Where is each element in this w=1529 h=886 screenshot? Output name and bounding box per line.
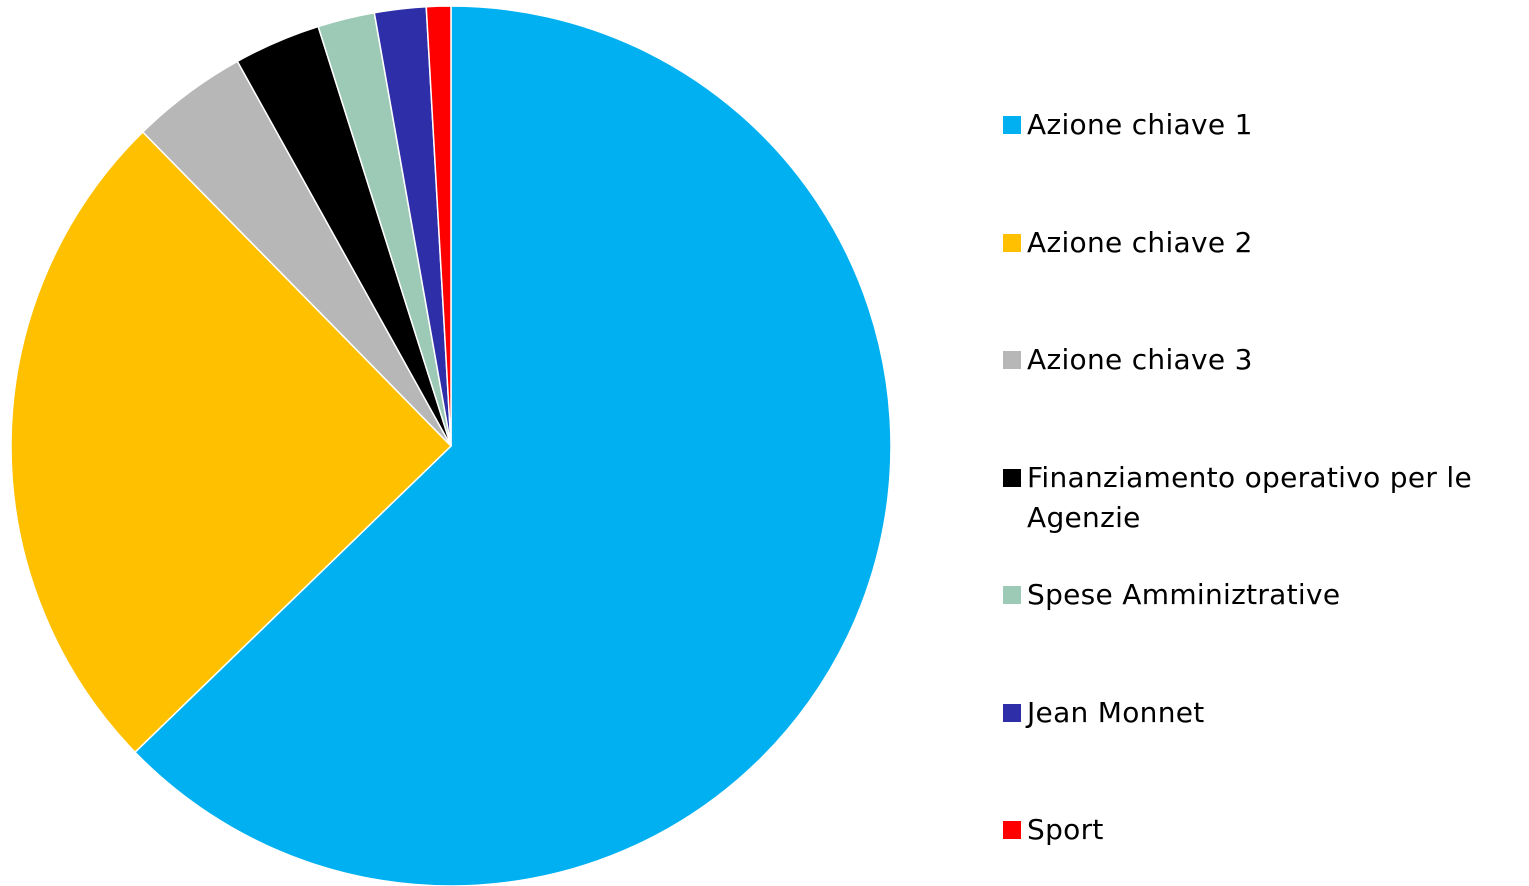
legend-label: Azione chiave 2 bbox=[1027, 225, 1253, 259]
legend-swatch bbox=[1003, 233, 1021, 252]
legend-item: Azione chiave 2 bbox=[1003, 223, 1523, 263]
legend-label: Azione chiave 3 bbox=[1027, 343, 1253, 376]
pie-slice-1 bbox=[133, 5, 892, 886]
legend-swatch bbox=[1003, 703, 1021, 722]
legend-swatch bbox=[1003, 468, 1021, 487]
legend-label: Finanziamento operativo per le Agenzie bbox=[1027, 460, 1472, 534]
legend-item: Sport bbox=[1003, 810, 1523, 850]
legend-swatch bbox=[1003, 351, 1021, 369]
legend-swatch bbox=[1003, 586, 1021, 604]
legend-item: Spese Amminiztrative bbox=[1003, 575, 1523, 615]
legend-swatch bbox=[1003, 116, 1021, 134]
legend-label: Sport bbox=[1027, 813, 1104, 846]
legend-label: Jean Monnet bbox=[1027, 695, 1205, 729]
legend-item: Azione chiave 1 bbox=[1003, 105, 1523, 145]
legend-item: Jean Monnet bbox=[1003, 693, 1523, 733]
pie-slice-2 bbox=[10, 130, 453, 754]
legend-label: Azione chiave 1 bbox=[1027, 108, 1253, 141]
legend-item: Finanziamento operativo per le Agenzie bbox=[1003, 458, 1523, 538]
pie-slice-7 bbox=[425, 5, 452, 447]
legend-label: Spese Amminiztrative bbox=[1027, 578, 1341, 611]
legend-item: Azione chiave 3 bbox=[1003, 340, 1523, 380]
legend-swatch bbox=[1003, 821, 1021, 839]
